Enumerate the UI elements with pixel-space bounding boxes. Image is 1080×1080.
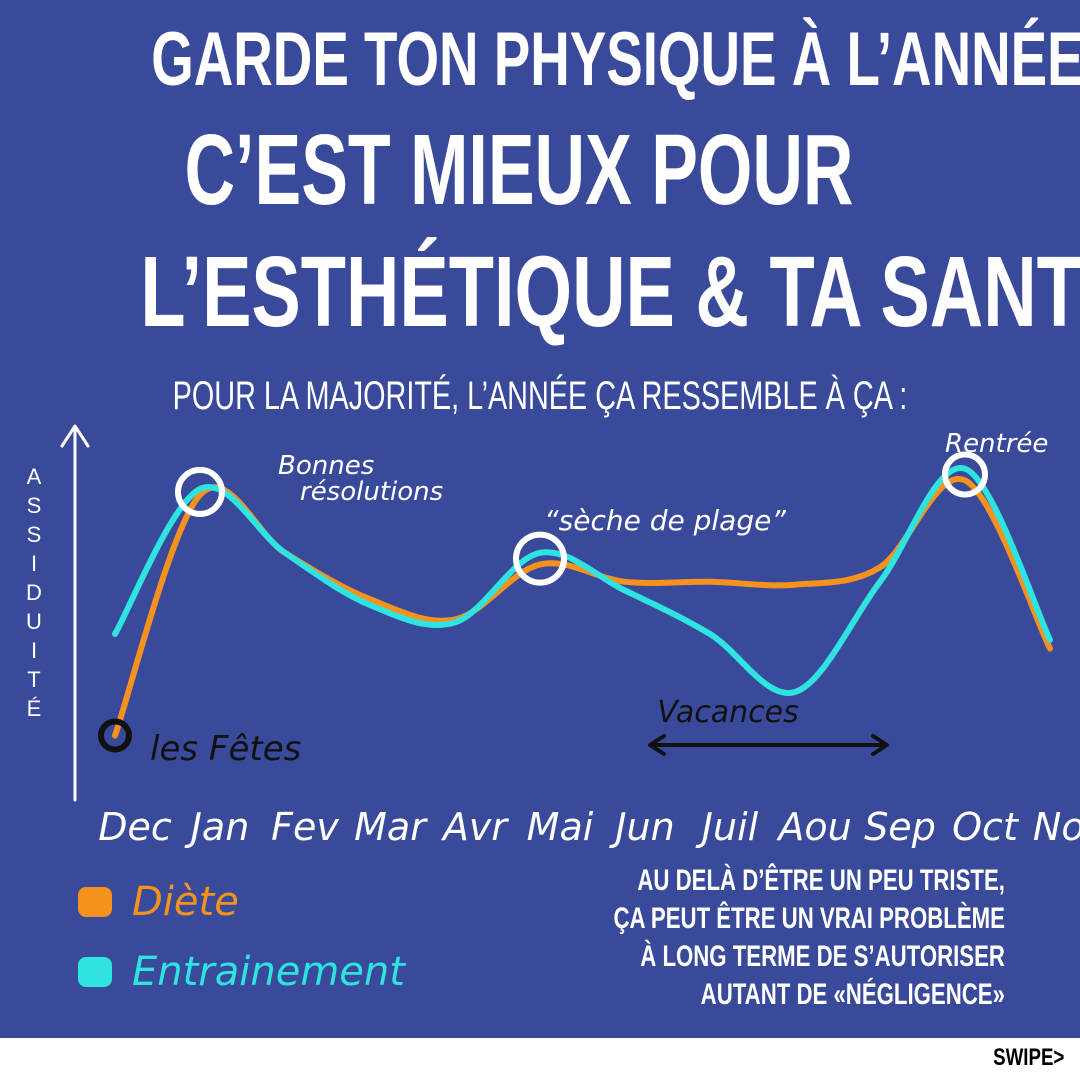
x-tick-label: Mai <box>527 805 594 849</box>
x-tick-label: Dec <box>98 805 172 849</box>
title-line-3: l’esthétique & ta santé <box>140 236 1080 348</box>
legend-swatch-diet <box>78 887 112 917</box>
data-point <box>367 602 373 608</box>
legend-item-training: Entrainement <box>78 942 405 1002</box>
annotation-label: résolutions <box>300 477 443 507</box>
y-axis-letter: U <box>26 609 42 634</box>
y-axis-letter: É <box>26 696 42 721</box>
annotation-label: Rentrée <box>945 429 1048 459</box>
highlight-circle <box>513 531 567 586</box>
y-axis-letter: A <box>26 464 42 489</box>
legend-label-diet: Diète <box>132 879 239 925</box>
data-point <box>622 588 628 593</box>
data-point <box>792 689 798 695</box>
annotation-label: les Fêtes <box>150 729 301 769</box>
vacation-arrowhead-right <box>871 734 889 756</box>
x-tick-label: Sep <box>864 805 936 849</box>
data-point <box>707 579 713 585</box>
data-point <box>537 550 543 556</box>
explanation-note: Au delà d’être un peu triste, ça peut êt… <box>614 862 1005 1014</box>
title-line-1: Garde ton physique à l’année <box>151 17 1080 102</box>
swipe-hint[interactable]: SWIPE> <box>992 1044 1064 1071</box>
holiday-marker-circle <box>98 718 132 753</box>
legend: Diète Entrainement <box>78 872 405 1012</box>
x-tick-label: Jun <box>608 805 674 849</box>
y-axis-letter: S <box>26 493 42 518</box>
data-point <box>197 492 203 498</box>
legend-item-diet: Diète <box>78 872 405 932</box>
x-tick-label: Jan <box>184 805 250 849</box>
subtitle: Pour la majorité, l’année ça ressemble à… <box>172 374 908 418</box>
x-tick-label: Aou <box>775 805 851 849</box>
data-point <box>367 596 373 602</box>
highlight-circle <box>175 466 225 517</box>
y-axis-letter: I <box>30 551 38 576</box>
note-line-2: ça peut être un vrai problème <box>613 902 1005 935</box>
y-axis-letter: T <box>27 667 41 692</box>
y-axis-letter: I <box>30 638 38 663</box>
highlight-circle <box>942 451 988 498</box>
x-tick-label: Oct <box>952 805 1020 849</box>
data-point <box>962 477 968 483</box>
y-axis-letter: D <box>26 580 42 605</box>
legend-swatch-training <box>78 957 112 987</box>
data-point <box>452 619 458 625</box>
poster-panel: Garde ton physique à l’année C’est mieux… <box>0 0 1080 1038</box>
data-point <box>707 631 713 637</box>
legend-label-training: Entrainement <box>132 949 405 995</box>
data-point <box>112 631 118 637</box>
y-axis-letter: S <box>26 522 42 547</box>
data-point <box>622 579 628 585</box>
data-point <box>537 561 543 567</box>
attendance-chart: Dec Jan Fev Mar Avr Mai Jun Juil Aou Sep Oct Nov le… <box>60 424 1080 849</box>
x-tick-label: Fev <box>271 805 339 849</box>
vacation-arrowhead-left <box>648 734 666 756</box>
data-point <box>282 550 288 556</box>
note-line-1: Au delà d’être un peu triste, <box>637 864 1005 897</box>
x-tick-label: Avr <box>440 805 509 849</box>
title-line-2: C’est mieux pour <box>184 114 854 226</box>
note-line-3: à long terme de s’autoriser <box>640 940 1005 973</box>
data-point <box>1047 637 1053 643</box>
annotation-label: “sèche de plage” <box>544 504 786 537</box>
x-tick-label: Juil <box>695 805 759 849</box>
annotation-label: Vacances <box>657 695 798 730</box>
data-point <box>792 582 798 588</box>
annotation-label: Bonnes <box>278 451 374 481</box>
data-point <box>112 733 118 738</box>
series-line-training <box>112 465 1053 696</box>
data-point <box>877 564 883 570</box>
data-point <box>1047 646 1053 651</box>
data-point <box>877 579 883 585</box>
y-axis-arrowhead <box>60 424 90 448</box>
x-tick-label: Mar <box>354 805 428 849</box>
data-point <box>197 486 203 492</box>
note-line-4: autant de «négligence» <box>700 978 1005 1011</box>
data-point <box>962 466 968 472</box>
x-tick-label: Nov <box>1033 805 1080 849</box>
